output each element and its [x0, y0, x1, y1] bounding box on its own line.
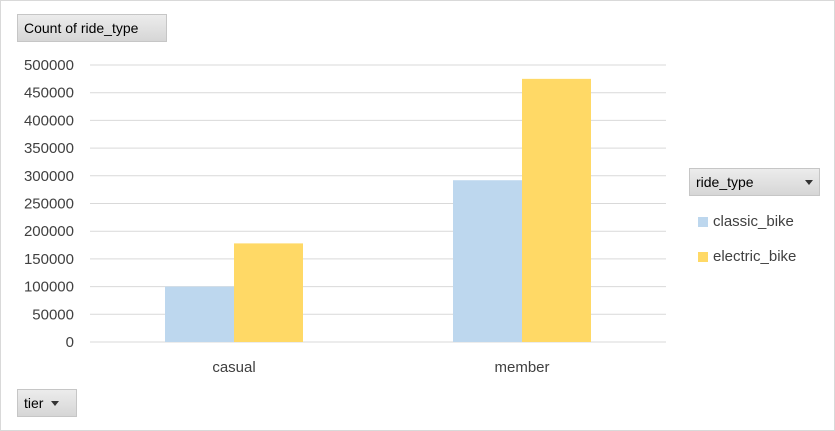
y-tick-label: 450000	[24, 85, 74, 102]
legend-swatch-electric-bike	[698, 251, 708, 262]
y-tick-label: 250000	[24, 196, 74, 213]
y-tick-label: 350000	[24, 140, 74, 157]
legend-label-electric-bike: electric_bike	[713, 248, 797, 265]
x-category-label: member	[494, 359, 549, 376]
y-tick-label: 0	[66, 334, 74, 351]
y-tick-label: 200000	[24, 223, 74, 240]
values-field-button[interactable]: Count of ride_type	[17, 14, 167, 42]
legend-field-button[interactable]: ride_type	[689, 168, 820, 196]
bar-classic-bike-member	[453, 180, 522, 342]
axis-field-label: tier	[24, 395, 44, 411]
y-tick-label: 100000	[24, 279, 74, 296]
bar-electric-bike-casual	[234, 243, 303, 342]
bar-classic-bike-casual	[165, 286, 234, 342]
legend-field-label: ride_type	[696, 174, 754, 190]
y-tick-label: 300000	[24, 168, 74, 185]
chart-legend: classic_bike electric_bike	[698, 204, 796, 274]
y-tick-label: 500000	[24, 57, 74, 74]
chevron-down-icon[interactable]	[51, 400, 60, 406]
y-tick-label: 400000	[24, 112, 74, 129]
y-tick-label: 150000	[24, 251, 74, 268]
bar-electric-bike-member	[522, 78, 591, 342]
y-tick-label: 50000	[32, 306, 74, 323]
legend-swatch-classic-bike	[698, 216, 708, 227]
values-field-label: Count of ride_type	[24, 20, 139, 36]
chevron-down-icon[interactable]	[805, 179, 813, 185]
legend-item-classic-bike: classic_bike	[698, 204, 796, 239]
axis-field-button[interactable]: tier	[17, 389, 77, 417]
legend-item-electric-bike: electric_bike	[698, 239, 796, 274]
x-category-label: casual	[212, 359, 255, 376]
legend-label-classic-bike: classic_bike	[713, 213, 794, 230]
